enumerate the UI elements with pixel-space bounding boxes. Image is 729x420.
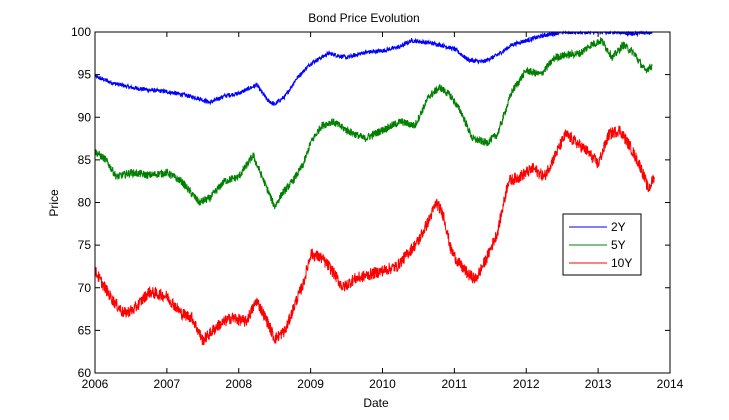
x-tick-label: 2013 (585, 377, 612, 391)
x-tick-label: 2006 (82, 377, 109, 391)
ticks-layer: 2006 2007 2008 2009 2010 2011 2012 2013 2014 60 65… (71, 25, 684, 391)
x-tick-label: 2014 (657, 377, 684, 391)
x-tick-label: 2011 (441, 377, 467, 391)
series-line-5y (94, 37, 653, 210)
legend-label-5y: 5Y (611, 238, 626, 252)
x-axis-label: Date (363, 396, 389, 410)
x-tick-label: 2007 (154, 377, 181, 391)
x-tick-label: 2008 (225, 377, 252, 391)
y-tick-label: 60 (78, 366, 92, 380)
plot-area (95, 32, 670, 373)
y-tick-label: 75 (78, 238, 92, 252)
chart-title: Bond Price Evolution (308, 11, 419, 25)
legend: 2Y 5Y 10Y (562, 213, 642, 276)
x-tick-label: 2012 (513, 377, 540, 391)
legend-label-2y: 2Y (611, 220, 626, 234)
x-tick-label: 2009 (297, 377, 324, 391)
y-tick-label: 95 (78, 68, 92, 82)
legend-label-10y: 10Y (611, 256, 632, 270)
y-tick-label: 85 (78, 153, 92, 167)
y-tick-label: 65 (78, 323, 92, 337)
y-tick-label: 90 (78, 110, 92, 124)
x-tick-label: 2010 (369, 377, 396, 391)
y-axis-label: Price (47, 189, 61, 217)
y-tick-label: 100 (71, 25, 91, 39)
y-tick-label: 80 (78, 196, 92, 210)
y-tick-label: 70 (78, 281, 92, 295)
series-line-10y (94, 125, 655, 346)
